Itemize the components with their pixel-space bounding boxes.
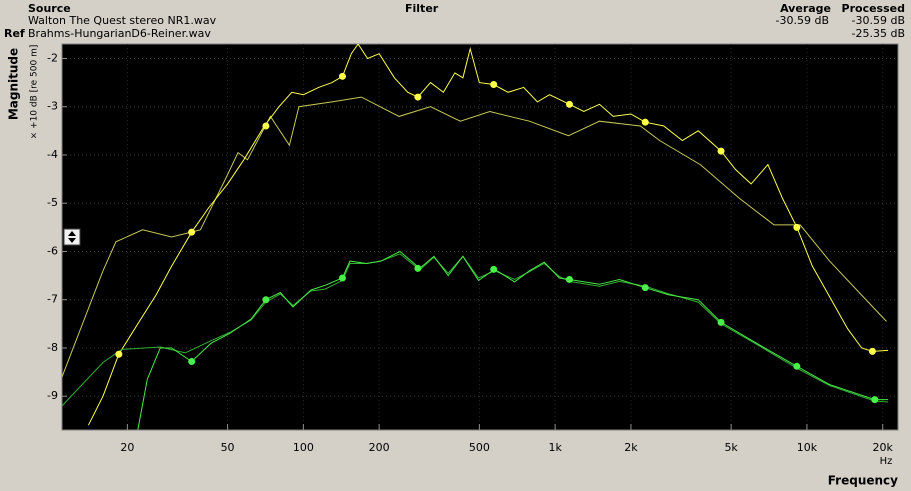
spectrum-marker bbox=[868, 347, 876, 355]
x-tick-label: 500 bbox=[469, 441, 490, 454]
spectrum-marker bbox=[641, 284, 649, 292]
x-tick-label: 5k bbox=[724, 441, 738, 454]
spectrum-marker bbox=[565, 275, 573, 283]
y-axis-label: Magnitude bbox=[7, 48, 21, 120]
y-tick-label: -4 bbox=[47, 148, 58, 161]
x-tick-label: 2k bbox=[624, 441, 638, 454]
x-tick-label: 200 bbox=[369, 441, 390, 454]
ref-processed: -25.35 dB bbox=[852, 27, 906, 40]
average-header: Average bbox=[780, 2, 831, 15]
scale-toggle-icon[interactable] bbox=[68, 231, 76, 243]
scale-toggle-box[interactable] bbox=[63, 228, 81, 246]
y-tick-label: -7 bbox=[47, 293, 58, 306]
spectrum-marker bbox=[262, 122, 270, 130]
spectrum-marker bbox=[262, 296, 270, 304]
x-tick-label: 20 bbox=[120, 441, 134, 454]
spectrum-marker bbox=[717, 147, 725, 155]
x-tick-label: 10k bbox=[797, 441, 818, 454]
source-average: -30.59 dB bbox=[776, 14, 830, 27]
y-tick-label: -3 bbox=[47, 100, 58, 113]
spectrum-marker bbox=[490, 81, 498, 89]
spectrum-marker bbox=[338, 274, 346, 282]
source-processed: -30.59 dB bbox=[852, 14, 906, 27]
filter-header: Filter bbox=[405, 2, 439, 15]
x-axis-label: Frequency bbox=[828, 474, 898, 488]
processed-header: Processed bbox=[842, 2, 905, 15]
plot-area bbox=[61, 43, 899, 431]
y-tick-label: -9 bbox=[47, 389, 58, 402]
x-tick-label: 1k bbox=[548, 441, 562, 454]
x-tick-label: 20k bbox=[873, 441, 894, 454]
spectrum-marker bbox=[641, 118, 649, 126]
spectrum-marker bbox=[565, 100, 573, 108]
x-tick-label: 100 bbox=[293, 441, 314, 454]
x-axis-unit: Hz bbox=[880, 456, 893, 467]
source-file: Walton The Quest stereo NR1.wav bbox=[28, 14, 217, 27]
y-tick-label: -6 bbox=[47, 244, 58, 257]
spectrum-line bbox=[62, 96, 887, 378]
y-tick-label: -2 bbox=[47, 51, 58, 64]
source-header: Source bbox=[28, 2, 71, 15]
y-tick-label: -8 bbox=[47, 341, 58, 354]
ref-label: Ref bbox=[4, 27, 25, 40]
spectrum-marker bbox=[871, 396, 879, 404]
spectrum-marker bbox=[793, 223, 801, 231]
ref-file: Brahms-HungarianD6-Reiner.wav bbox=[28, 27, 211, 40]
spectrum-marker bbox=[188, 228, 196, 236]
scale-toggle[interactable] bbox=[63, 228, 81, 246]
spectrum-marker bbox=[414, 93, 422, 101]
spectrum-marker bbox=[115, 350, 123, 358]
spectrum-line bbox=[87, 44, 889, 426]
x-tick-label: 50 bbox=[221, 441, 235, 454]
y-axis-unit: × +10 dB [re 500 m] bbox=[30, 45, 40, 140]
spectrum-marker bbox=[188, 357, 196, 365]
spectrum-marker bbox=[338, 72, 346, 80]
spectrum-marker bbox=[717, 318, 725, 326]
y-tick-label: -5 bbox=[47, 196, 58, 209]
spectrum-line bbox=[137, 250, 889, 430]
spectrum-marker bbox=[793, 362, 801, 370]
spectrum-marker bbox=[490, 265, 498, 273]
plot-marks bbox=[62, 44, 889, 430]
spectrum-marker bbox=[414, 264, 422, 272]
